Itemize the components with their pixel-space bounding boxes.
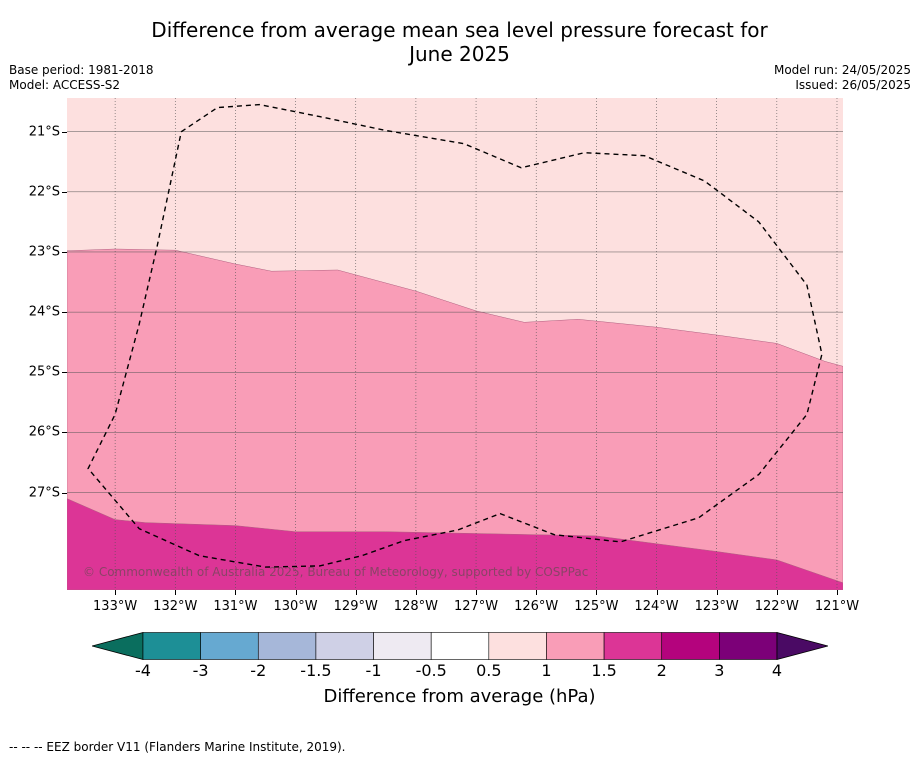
- lon-label: 122°W: [754, 599, 799, 614]
- lon-label: 131°W: [213, 599, 258, 614]
- colorbar-swatch: [200, 632, 259, 660]
- lon-label: 125°W: [574, 599, 619, 614]
- map-panel: © Commonwealth of Australia 2025, Bureau…: [67, 98, 843, 590]
- colorbar-swatch: [142, 632, 201, 660]
- lon-tick: [836, 590, 838, 595]
- lon-tick: [776, 590, 778, 595]
- colorbar-swatch: [315, 632, 374, 660]
- lon-label: 126°W: [514, 599, 559, 614]
- colorbar-tick-label: 2: [656, 661, 667, 680]
- lon-label: 130°W: [273, 599, 318, 614]
- eez-border-line: [87, 103, 823, 568]
- lat-tick: [62, 191, 67, 193]
- lon-label: 133°W: [93, 599, 138, 614]
- lat-label: 21°S: [28, 124, 60, 140]
- colorbar-tick-label: -1: [365, 661, 382, 680]
- lon-tick: [596, 590, 598, 595]
- lon-tick: [295, 590, 297, 595]
- colorbar-swatch: [719, 632, 778, 660]
- issued-date: Issued: 26/05/2025: [795, 78, 911, 92]
- model-run: Model run: 24/05/2025: [773, 63, 911, 77]
- lon-tick: [175, 590, 177, 595]
- colorbar-swatch: [661, 632, 720, 660]
- colorbar-swatch: [257, 632, 317, 660]
- colorbar-tick-label: 1: [541, 661, 552, 680]
- colorbar-tick-label: 3: [714, 661, 725, 680]
- colorbar-tick-label: 0.5: [476, 661, 502, 680]
- pressure-region-1: [67, 248, 843, 590]
- lat-label: 24°S: [28, 304, 60, 320]
- colorbar-under-arrow: [92, 632, 144, 660]
- colorbar-tick-label: -2: [250, 661, 267, 680]
- lon-label: 129°W: [333, 599, 378, 614]
- lon-label: 123°W: [694, 599, 739, 614]
- lon-label: 121°W: [814, 599, 860, 614]
- eez-footnote: -- -- -- EEZ border V11 (Flanders Marine…: [9, 740, 346, 754]
- colorbar-swatch: [488, 632, 547, 660]
- lon-tick: [235, 590, 237, 595]
- colorbar-over-arrow: [776, 632, 828, 660]
- lon-label: 132°W: [153, 599, 198, 614]
- lon-tick: [355, 590, 357, 595]
- colorbar-tick-label: -3: [192, 661, 209, 680]
- lat-label: 25°S: [28, 364, 60, 380]
- title-text: Difference from average mean sea level p…: [151, 18, 768, 66]
- colorbar-title: Difference from average (hPa): [323, 686, 596, 707]
- chart-title: Difference from average mean sea level p…: [0, 18, 919, 66]
- lat-label: 22°S: [28, 184, 60, 200]
- colorbar-tick-label: 4: [771, 661, 783, 680]
- colorbar-swatch: [373, 632, 432, 660]
- lat-label: 27°S: [28, 485, 60, 501]
- pressure-region-2: [67, 498, 843, 590]
- meta-left: Base period: 1981-2018 Model: ACCESS-S2: [9, 63, 154, 93]
- colorbar-tick-label: -4: [135, 661, 151, 680]
- meta-right: Model run: 24/05/2025 Issued: 26/05/2025: [774, 63, 911, 93]
- lat-tick: [62, 372, 67, 374]
- lon-tick: [656, 590, 658, 595]
- lat-label: 23°S: [28, 244, 60, 260]
- lon-tick: [115, 590, 117, 595]
- lat-tick: [62, 432, 67, 434]
- colorbar-swatch: [603, 632, 663, 660]
- lat-tick: [62, 251, 67, 253]
- lon-label: 127°W: [453, 599, 499, 614]
- model-name: Model: ACCESS-S2: [9, 78, 121, 92]
- colorbar-tick-label: 1.5: [591, 661, 617, 680]
- lon-tick: [415, 590, 417, 595]
- lon-tick: [716, 590, 718, 595]
- lon-tick: [476, 590, 478, 595]
- lat-tick: [62, 131, 67, 133]
- lat-tick: [62, 492, 67, 494]
- colorbar-tick-label: -1.5: [300, 661, 332, 680]
- lat-tick: [62, 312, 67, 314]
- copyright-text: © Commonwealth of Australia 2025, Bureau…: [83, 565, 589, 579]
- colorbar-swatch: [430, 632, 490, 660]
- colorbar-tick-label: -0.5: [415, 661, 447, 680]
- lat-label: 26°S: [28, 424, 60, 440]
- lon-label: 124°W: [634, 599, 679, 614]
- colorbar-swatch: [546, 632, 605, 660]
- colorbar: [92, 632, 828, 660]
- lon-tick: [536, 590, 538, 595]
- lon-label: 128°W: [393, 599, 438, 614]
- base-period: Base period: 1981-2018: [9, 63, 154, 77]
- map-canvas: [67, 98, 843, 590]
